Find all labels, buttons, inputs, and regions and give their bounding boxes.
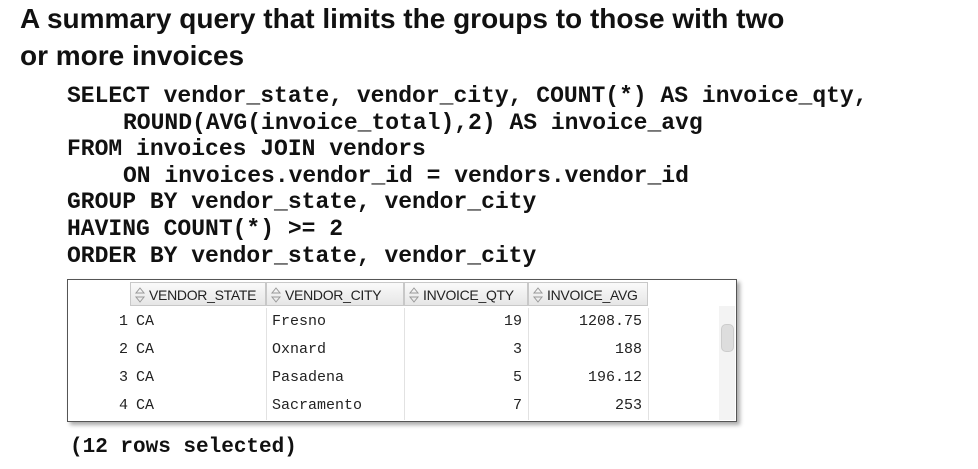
code-line: GROUP BY vendor_state, vendor_city xyxy=(67,189,537,216)
table-cell: 7 xyxy=(512,397,522,414)
table-cell: 5 xyxy=(512,369,522,386)
title: A summary query that limits the groups t… xyxy=(20,3,785,34)
table-cell: Pasadena xyxy=(272,369,345,386)
table-cell: 188 xyxy=(614,341,642,358)
table-cell: CA xyxy=(136,369,155,386)
row-number: 4 xyxy=(118,397,128,414)
table-cell: 253 xyxy=(614,397,642,414)
scroll-thumb[interactable] xyxy=(721,324,734,352)
table-cell: Oxnard xyxy=(272,341,327,358)
column-divider xyxy=(528,308,529,420)
code-line: ORDER BY vendor_state, vendor_city xyxy=(67,242,537,269)
column-header[interactable]: VENDOR_CITY xyxy=(266,282,404,306)
result-grid: VENDOR_STATE VENDOR_CITY INVOICE_QTY INVOIC… xyxy=(67,279,737,422)
row-number: 2 xyxy=(118,341,128,358)
code-line: HAVING COUNT(*) >= 2 xyxy=(67,216,344,242)
row-number: 1 xyxy=(118,313,128,330)
column-header[interactable]: VENDOR_STATE xyxy=(130,282,266,306)
column-header[interactable]: INVOICE_AVG xyxy=(528,282,648,306)
table-cell: Fresno xyxy=(272,313,327,330)
sort-icon[interactable] xyxy=(270,287,282,303)
sort-icon[interactable] xyxy=(134,287,146,303)
scrollbar[interactable] xyxy=(719,306,735,420)
code-line: ON invoices.vendor_id = vendors.vendor_i… xyxy=(123,162,689,189)
title: or more invoices xyxy=(20,40,245,71)
table-cell: CA xyxy=(136,397,155,414)
table-cell: 196.12 xyxy=(587,369,642,386)
rows-note: (12 rows selected) xyxy=(70,436,297,459)
code-line: FROM invoices JOIN vendors xyxy=(67,136,426,163)
table-cell: 1208.75 xyxy=(578,313,642,330)
sort-icon[interactable] xyxy=(532,287,544,303)
sort-icon[interactable] xyxy=(408,287,420,303)
column-header[interactable]: INVOICE_QTY xyxy=(404,282,528,306)
code-line: SELECT vendor_state, vendor_city, COUNT(… xyxy=(67,83,868,109)
column-divider xyxy=(648,308,649,420)
row-number: 3 xyxy=(118,369,128,386)
code-line: ROUND(AVG(invoice_total),2) AS invoice_a… xyxy=(123,109,703,136)
table-cell: 3 xyxy=(512,341,522,358)
table-cell: Sacramento xyxy=(272,397,363,414)
table-cell: CA xyxy=(136,313,155,330)
table-cell: 19 xyxy=(503,313,522,330)
table-cell: CA xyxy=(136,341,155,358)
column-divider xyxy=(404,308,405,420)
column-divider xyxy=(266,308,267,420)
